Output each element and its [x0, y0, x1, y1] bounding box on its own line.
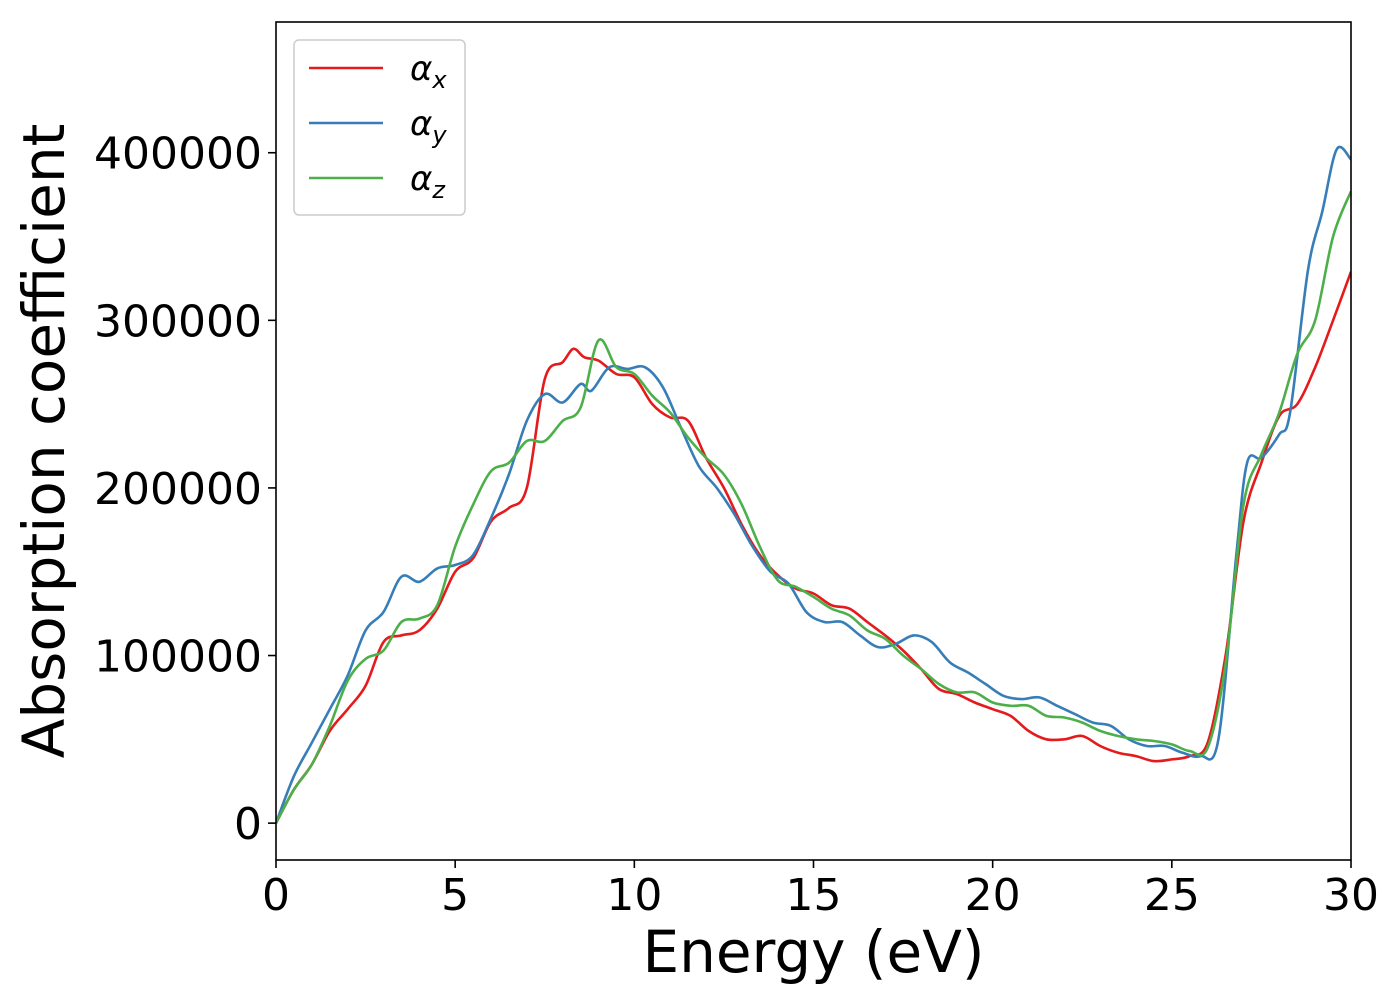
legend-label-alpha-x: αx — [410, 49, 447, 94]
y-axis-title: Absorption coefficient — [10, 124, 78, 759]
x-axis-title: Energy (eV) — [642, 918, 984, 986]
y-tick-label: 200000 — [94, 464, 262, 515]
y-tick-label: 100000 — [94, 632, 262, 683]
x-tick-label: 15 — [786, 870, 842, 921]
x-tick-label: 10 — [606, 870, 662, 921]
y-tick-label: 400000 — [94, 129, 262, 180]
y-tick-label: 300000 — [94, 296, 262, 347]
series-line-alpha-z — [276, 190, 1351, 824]
y-tick-label: 0 — [234, 799, 262, 850]
x-tick-label: 20 — [965, 870, 1021, 921]
legend-label-alpha-y: αy — [410, 104, 447, 149]
legend-label-alpha-z: αz — [410, 159, 446, 204]
y-axis-ticks: 0 100000 200000 300000 400000 — [94, 129, 276, 850]
legend: αx αy αz — [293, 39, 466, 216]
x-tick-label: 30 — [1323, 870, 1379, 921]
x-tick-label: 5 — [441, 870, 469, 921]
x-tick-label: 25 — [1144, 870, 1200, 921]
series-line-alpha-y — [276, 145, 1351, 824]
series-line-alpha-x — [276, 271, 1351, 824]
plot-lines — [276, 145, 1351, 824]
x-axis-ticks: 0 5 10 15 20 25 30 — [262, 860, 1379, 921]
legend-box — [293, 39, 466, 216]
x-tick-label: 0 — [262, 870, 290, 921]
